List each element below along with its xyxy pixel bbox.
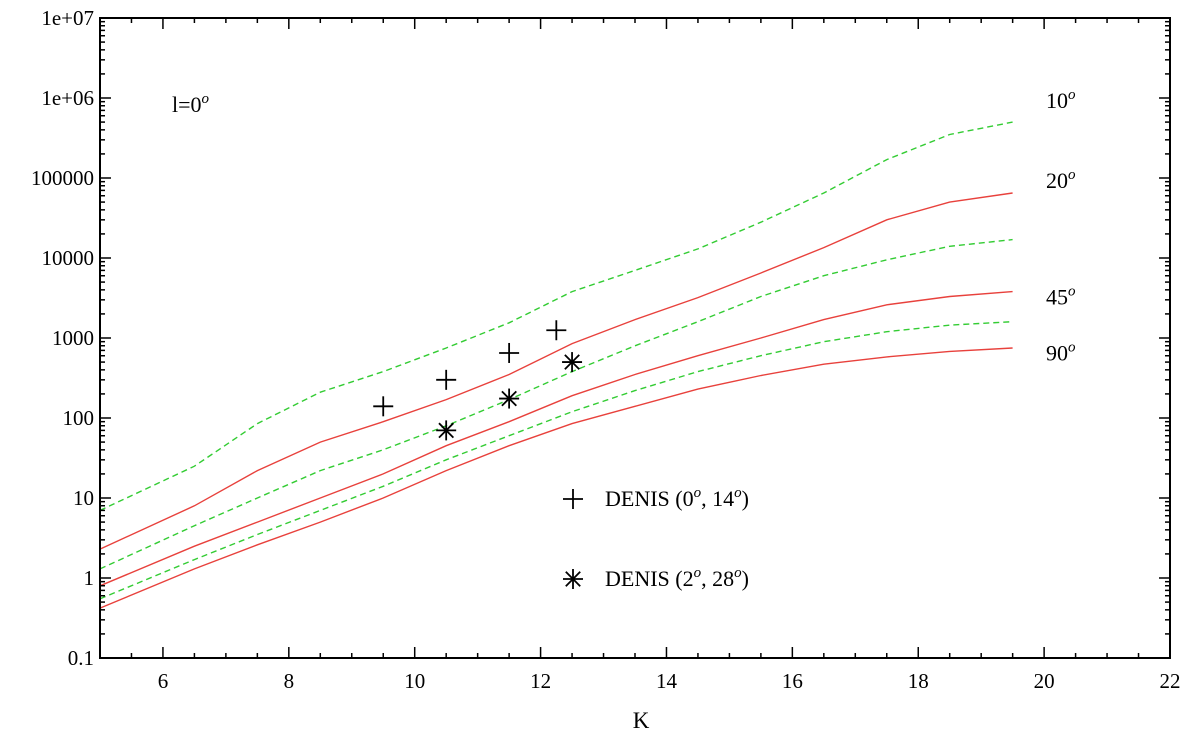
- panel-label: l=0o: [172, 91, 210, 117]
- series-line-3: [99, 238, 1013, 570]
- y-tick-label: 1: [84, 566, 95, 590]
- legend-label-denis-0-14: DENIS (0o, 14o): [605, 485, 749, 511]
- legend-label-denis-2-28: DENIS (2o, 28o): [605, 565, 749, 591]
- legend-sup: o: [694, 485, 702, 501]
- legend-marker-plus: [563, 489, 583, 509]
- legend-sup: o: [734, 565, 742, 581]
- legend-text-part: ): [742, 486, 749, 511]
- x-axis-tick-labels: 6 8 10 12 14 16 18 20 22: [158, 669, 1181, 693]
- y-tick-label: 100000: [31, 166, 94, 190]
- y-tick-label: 1e+06: [41, 86, 94, 110]
- data-marker-star: [499, 388, 520, 409]
- series-line-1: [99, 121, 1013, 512]
- x-tick-label: 22: [1160, 669, 1181, 693]
- legend: DENIS (0o, 14o) DENIS (2o, 28o): [563, 485, 749, 591]
- marker-stroke: [501, 390, 517, 407]
- legend-text-part: , 28: [701, 566, 734, 591]
- panel-label-sup: o: [202, 91, 210, 107]
- y-tick-label: 0.1: [68, 646, 94, 670]
- y-axis-tick-labels: 0.1 1 10 100 1000 10000 100000 1e+06 1e+…: [31, 6, 94, 670]
- curve-labels: 10o 20o 45o 90o: [1046, 87, 1076, 365]
- curve-label-base: 45: [1046, 284, 1068, 309]
- marker-stroke: [565, 571, 581, 587]
- curve-label-sup: o: [1068, 87, 1076, 103]
- data-marker-plus: [499, 342, 520, 363]
- curve-label-sup: o: [1068, 167, 1076, 183]
- legend-marker-star: [563, 569, 583, 589]
- curve-label-90: 90o: [1046, 339, 1076, 365]
- series-line-6: [99, 347, 1013, 609]
- curve-label-10: 10o: [1046, 87, 1076, 113]
- legend-sup: o: [694, 565, 702, 581]
- data-markers: [373, 320, 583, 441]
- legend-text-part: DENIS (2: [605, 566, 694, 591]
- curve-label-base: 20: [1046, 168, 1068, 193]
- x-tick-label: 8: [284, 669, 295, 693]
- legend-sup: o: [734, 485, 742, 501]
- x-tick-label: 6: [158, 669, 169, 693]
- x-tick-label: 16: [782, 669, 803, 693]
- data-marker-plus: [373, 396, 394, 417]
- y-tick-label: 1e+07: [41, 6, 94, 30]
- data-marker-star: [436, 420, 457, 441]
- panel-label-base: l=0: [172, 92, 202, 117]
- curve-label-sup: o: [1068, 283, 1076, 299]
- x-tick-label: 12: [530, 669, 551, 693]
- plot-frame: [99, 17, 1171, 659]
- data-marker-plus: [436, 369, 457, 390]
- axis-ticks: [100, 17, 1171, 659]
- y-tick-label: 1000: [52, 326, 94, 350]
- marker-stroke: [564, 354, 580, 370]
- data-marker-star: [562, 352, 583, 373]
- legend-text-part: ): [742, 566, 749, 591]
- curve-label-sup: o: [1068, 339, 1076, 355]
- x-tick-label: 14: [656, 669, 678, 693]
- legend-text-part: DENIS (0: [605, 486, 694, 511]
- x-axis-title: K: [633, 708, 650, 733]
- x-tick-label: 18: [908, 669, 929, 693]
- data-marker-plus: [546, 320, 567, 341]
- curve-label-20: 20o: [1046, 167, 1076, 193]
- curve-label-base: 90: [1046, 340, 1068, 365]
- series-lines: [99, 121, 1013, 609]
- legend-symbol-plus: [563, 489, 583, 509]
- legend-text-part: , 14: [701, 486, 734, 511]
- curve-label-base: 10: [1046, 88, 1068, 113]
- series-line-5: [99, 321, 1013, 600]
- x-tick-label: 10: [404, 669, 425, 693]
- x-tick-label: 20: [1034, 669, 1055, 693]
- series-line-4: [99, 290, 1013, 587]
- legend-symbol-star: [563, 569, 583, 589]
- y-tick-label: 100: [63, 406, 95, 430]
- marker-stroke: [438, 422, 455, 439]
- y-tick-label: 10: [73, 486, 94, 510]
- series-line-2: [99, 192, 1013, 550]
- curve-label-45: 45o: [1046, 283, 1076, 309]
- y-tick-label: 10000: [42, 246, 95, 270]
